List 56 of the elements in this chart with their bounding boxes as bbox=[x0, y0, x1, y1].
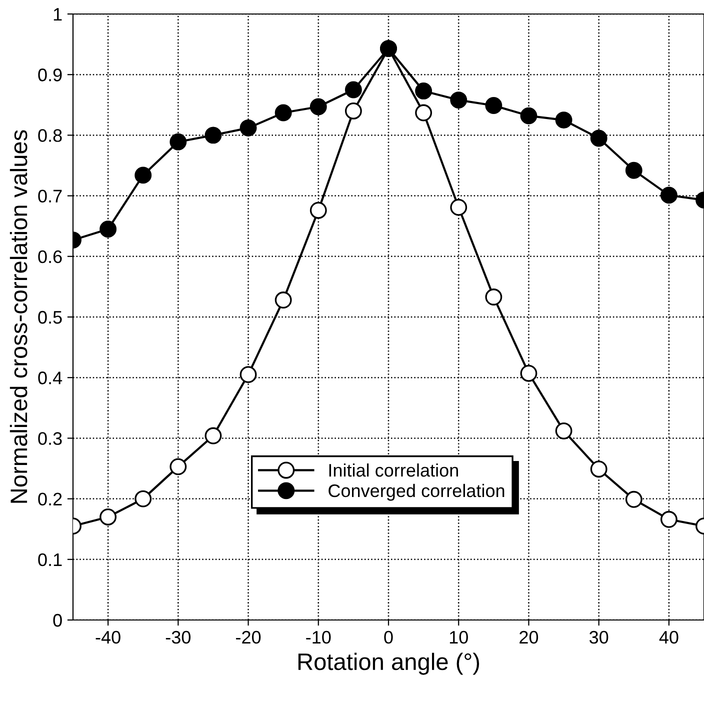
x-tick-label: 40 bbox=[659, 630, 678, 644]
x-tick-label: -20 bbox=[236, 630, 261, 644]
point bbox=[274, 292, 292, 309]
point bbox=[625, 162, 642, 179]
x-tick-label: -30 bbox=[166, 630, 191, 644]
point bbox=[555, 422, 572, 440]
point bbox=[520, 107, 538, 124]
point bbox=[415, 104, 432, 122]
point bbox=[204, 427, 222, 444]
point bbox=[520, 364, 538, 382]
x-tick-label: -40 bbox=[96, 630, 120, 644]
x-tick-label: 0 bbox=[384, 630, 393, 644]
legend-label: Initial correlation bbox=[329, 463, 458, 477]
x-tick-label: -10 bbox=[306, 630, 331, 644]
point bbox=[590, 460, 608, 478]
point bbox=[134, 490, 152, 508]
point bbox=[344, 81, 362, 98]
point bbox=[415, 82, 432, 100]
x-axis-title: Rotation angle (°) bbox=[298, 652, 480, 675]
point bbox=[660, 186, 678, 204]
point bbox=[170, 458, 187, 476]
y-tick-label: 0.8 bbox=[38, 129, 62, 142]
x-tick-label: 10 bbox=[450, 630, 468, 644]
point bbox=[485, 97, 502, 114]
y-tick-label: 1 bbox=[54, 8, 62, 21]
point bbox=[625, 490, 642, 508]
y-tick-label: 0.2 bbox=[38, 492, 62, 506]
point bbox=[100, 220, 117, 238]
y-tick-label: 0 bbox=[53, 614, 62, 627]
y-tick-label: 0.9 bbox=[38, 68, 62, 82]
point bbox=[310, 202, 327, 219]
y-tick-label: 0.5 bbox=[38, 310, 62, 324]
point bbox=[310, 98, 327, 116]
x-tick-label: 30 bbox=[589, 630, 608, 644]
point bbox=[660, 510, 678, 528]
y-tick-label: 0.7 bbox=[38, 190, 62, 203]
x-tick-label: 20 bbox=[520, 630, 538, 644]
point bbox=[555, 112, 572, 129]
point bbox=[240, 119, 257, 136]
y-axis-title: Normalized cross-correlation values bbox=[10, 130, 28, 503]
point bbox=[450, 198, 468, 216]
y-tick-label: 0.1 bbox=[38, 553, 62, 566]
point bbox=[344, 102, 362, 120]
point bbox=[450, 92, 468, 109]
point bbox=[240, 366, 257, 384]
y-tick-label: 0.6 bbox=[38, 250, 62, 264]
point bbox=[274, 104, 292, 122]
point bbox=[485, 288, 502, 306]
y-tick-label: 0.4 bbox=[38, 372, 62, 384]
point bbox=[134, 166, 152, 184]
point bbox=[170, 133, 187, 150]
point bbox=[204, 126, 222, 144]
y-tick-label: 0.3 bbox=[38, 432, 62, 445]
point bbox=[590, 130, 608, 147]
point bbox=[100, 508, 117, 526]
legend-label: Converged correlation bbox=[328, 484, 504, 501]
